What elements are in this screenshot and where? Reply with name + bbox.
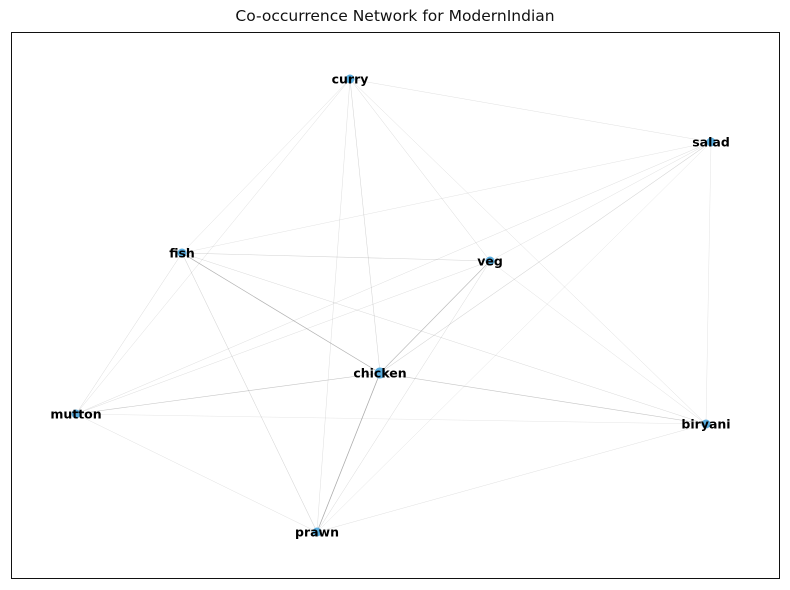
node-chicken[interactable] [374, 367, 386, 379]
edge-fish-curry [181, 78, 351, 254]
edge-veg-mutton [75, 260, 491, 415]
edge-mutton-biryani [75, 413, 707, 425]
edge-salad-mutton [75, 141, 712, 415]
edge-salad-prawn [316, 141, 712, 533]
edge-veg-biryani [489, 260, 707, 425]
node-curry[interactable] [345, 74, 355, 84]
edge-layer [75, 78, 712, 533]
edge-fish-prawn [181, 252, 318, 533]
node-biryani[interactable] [701, 419, 711, 429]
edge-curry-prawn [316, 78, 351, 533]
edge-veg-salad [489, 141, 712, 262]
edge-fish-biryani [181, 252, 707, 425]
edge-curry-biryani [349, 78, 707, 425]
node-layer [71, 74, 716, 537]
node-label-curry: curry [332, 72, 369, 87]
edge-chicken-veg [379, 260, 491, 374]
edge-fish-veg [181, 252, 491, 262]
node-label-chicken: chicken [353, 366, 406, 381]
label-layer: curry salad fish veg chicken mutton biryani pra… [50, 72, 730, 540]
node-label-biryani: biryani [681, 417, 730, 432]
edge-chicken-biryani [379, 372, 707, 425]
node-label-salad: salad [692, 135, 730, 150]
edge-chicken-curry [349, 78, 381, 374]
node-veg[interactable] [485, 256, 495, 266]
edge-biryani-prawn [316, 423, 707, 533]
node-label-veg: veg [477, 254, 503, 269]
edge-curry-mutton [75, 78, 351, 415]
node-salad[interactable] [706, 137, 716, 147]
edge-chicken-salad [379, 141, 712, 374]
edge-curry-salad [349, 78, 712, 143]
edge-salad-biryani [705, 141, 712, 425]
node-mutton[interactable] [71, 409, 81, 419]
edge-mutton-prawn [75, 413, 318, 533]
edge-chicken-fish [181, 252, 381, 374]
edge-fish-salad [181, 141, 712, 254]
edge-veg-curry [349, 78, 491, 262]
node-fish[interactable] [177, 248, 187, 258]
node-label-mutton: mutton [50, 407, 101, 422]
node-label-fish: fish [169, 246, 195, 261]
node-label-prawn: prawn [295, 525, 339, 540]
chart-title: Co-occurrence Network for ModernIndian [235, 7, 555, 25]
edge-chicken-prawn [316, 372, 381, 533]
plot-frame [11, 32, 780, 579]
edge-veg-prawn [316, 260, 491, 533]
node-prawn[interactable] [312, 527, 322, 537]
edge-chicken-mutton [75, 372, 381, 415]
edge-fish-mutton [75, 252, 183, 415]
